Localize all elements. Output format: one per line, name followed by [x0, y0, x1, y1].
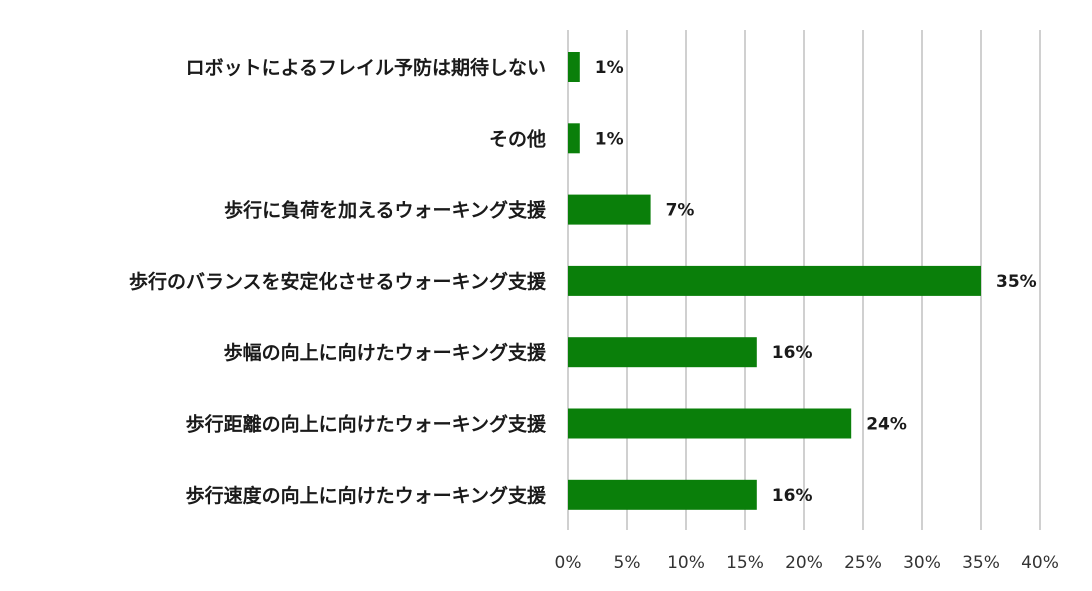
x-tick-label: 20% — [785, 553, 823, 573]
data-label: 16% — [772, 343, 813, 363]
category-label: ロボットによるフレイル予防は期待しない — [186, 56, 546, 79]
bar — [568, 408, 852, 439]
bar — [568, 265, 981, 296]
data-label: 1% — [595, 58, 624, 78]
x-tick-label: 30% — [903, 553, 941, 573]
category-label: 歩行距離の向上に向けたウォーキング支援 — [186, 413, 547, 436]
bar — [568, 337, 757, 368]
x-tick-label: 35% — [962, 553, 1000, 573]
bar — [568, 123, 580, 154]
data-label: 35% — [996, 272, 1037, 292]
category-label: 歩行に負荷を加えるウォーキング支援 — [224, 199, 547, 222]
category-labels: ロボットによるフレイル予防は期待しないその他歩行に負荷を加えるウォーキング支援歩… — [129, 56, 547, 507]
bar — [568, 52, 580, 82]
x-axis-tick-labels: 0% 5% 10% 15% 20% 25% 30% 35% 40% — [555, 553, 1059, 573]
category-label: 歩行のバランスを安定化させるウォーキング支援 — [129, 270, 547, 293]
x-tick-label: 10% — [667, 553, 705, 573]
x-tick-label: 25% — [844, 553, 882, 573]
data-label: 7% — [666, 201, 695, 221]
category-label: 歩幅の向上に向けたウォーキング支援 — [224, 341, 547, 364]
data-label: 24% — [866, 415, 907, 435]
value-labels: 1% 1% 7% 35% 16% 24% 16% — [595, 58, 1037, 506]
data-label: 1% — [595, 129, 624, 149]
category-label: その他 — [489, 127, 546, 150]
data-label: 16% — [772, 486, 813, 506]
bars — [568, 52, 981, 510]
x-tick-label: 0% — [555, 553, 582, 573]
x-tick-label: 5% — [614, 553, 641, 573]
bar — [568, 479, 757, 510]
x-tick-label: 40% — [1021, 553, 1059, 573]
category-label: 歩行速度の向上に向けたウォーキング支援 — [186, 484, 547, 507]
x-tick-label: 15% — [726, 553, 764, 573]
bar — [568, 194, 651, 225]
